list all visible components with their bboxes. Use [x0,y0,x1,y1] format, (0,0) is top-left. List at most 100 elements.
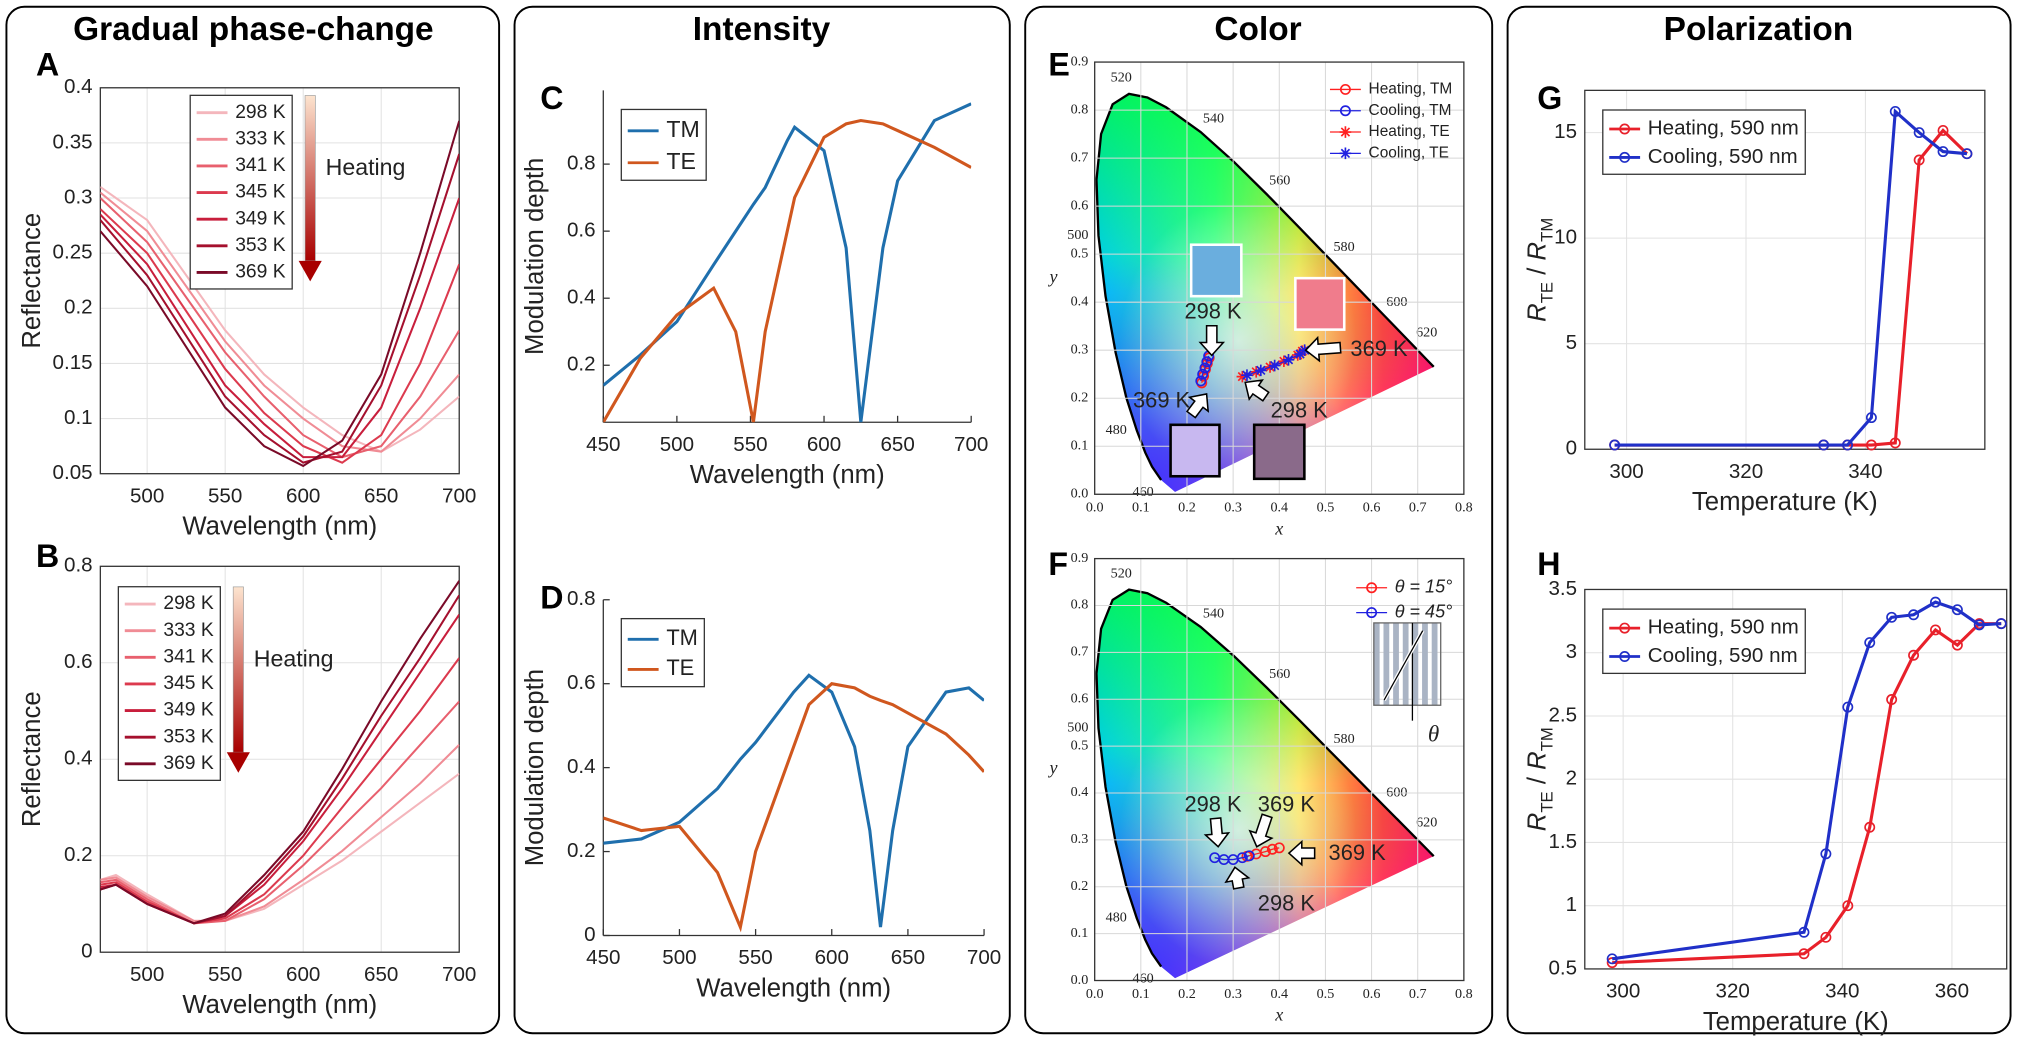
data-point [1798,926,1810,938]
legend-label: θ = 45° [1395,601,1453,621]
plot-frame [99,87,460,475]
panel-label: G [1537,80,1562,116]
y-axis-label-part: TE [1537,791,1556,812]
legend: θ = 15° θ = 45° [1356,576,1452,621]
x-tick-label: 700 [442,963,476,986]
y-tick-label: 0.2 [64,296,93,319]
y-axis-label: Reflectance [18,691,46,827]
data-point [1864,821,1876,833]
y-tick-label: 0.5 [1548,956,1577,979]
locus-label: 520 [1111,70,1132,86]
legend-label: 298 K [235,102,286,123]
data-point [1820,931,1832,943]
section-frame [513,5,1011,1035]
legend: TM TE [620,617,705,688]
legend-label: TE [666,148,696,174]
section-frame [1024,5,1494,1035]
inset-stripe [1422,622,1428,706]
series-line [100,700,460,925]
color-swatch [1189,243,1243,298]
x-axis-label: x [1274,1005,1283,1025]
x-tick-label: 0.2 [1178,500,1196,516]
y-axis-label: y [1048,266,1058,286]
data-point [1842,701,1854,713]
y-axis-label-part: TM [1537,727,1556,751]
y-tick-label: 0.8 [64,554,93,577]
locus-label: 500 [1067,227,1088,243]
legend-label: Cooling, TE [1369,144,1449,161]
color-swatch [1294,276,1346,331]
data-point [1282,354,1295,366]
panel-label: D [540,579,563,615]
x-tick-label: 650 [880,433,914,456]
x-tick-label: 600 [286,484,320,507]
pointer-arrow [1248,813,1274,848]
section-frames [5,5,2012,1035]
locus-label: 580 [1333,731,1354,747]
y-tick-label: 0.8 [1071,597,1089,613]
section-title: Intensity [693,11,831,48]
annotation: 298 K [1184,791,1242,816]
x-tick-label: 550 [733,433,767,456]
heating-arrow [232,586,244,753]
y-tick-label: 10 [1554,226,1577,249]
legend-marker [1339,83,1351,95]
series-line [100,580,460,925]
y-tick-label: 0.3 [64,185,93,208]
data-point [1973,619,1985,631]
panel-label: B [36,538,59,574]
inset-arrow [1383,630,1424,701]
y-tick-label: 0.4 [1071,293,1089,309]
series-line [100,772,460,922]
inset-stripe [1393,622,1399,706]
data-point [1609,439,1621,451]
y-tick-label: 2 [1566,767,1577,790]
panel-label: H [1537,546,1560,582]
data-point [1241,369,1253,381]
series-line [100,197,460,459]
x-tick-label: 0.5 [1317,986,1335,1002]
x-tick-label: 300 [1609,460,1643,483]
locus-label: 520 [1111,565,1132,581]
data-point [1243,850,1255,862]
y-tick-label: 1 [1566,893,1577,916]
legend: Heating, 590 nm Cooling, 590 nm [1602,109,1806,175]
legend-label: 345 K [163,673,214,694]
data-point [1930,624,1941,636]
x-axis-label: Wavelength (nm) [182,513,377,541]
locus-label: 480 [1106,910,1127,926]
legend-label: 333 K [235,128,286,149]
data-point [1886,694,1898,705]
y-axis-label-part: R [1523,303,1551,322]
y-tick-label: 0.9 [1071,550,1089,566]
section-title: Color [1214,11,1301,48]
legend-label: 349 K [163,700,214,721]
legend-box [1602,109,1806,175]
series-line [1612,622,2002,965]
y-axis-label-part: / [1523,260,1551,281]
y-tick-label: 0.4 [64,75,93,98]
y-tick-label: 0.2 [1071,389,1089,405]
panel-label: A [36,47,59,83]
data-point [1798,948,1810,960]
x-tick-label: 550 [738,946,772,969]
annotation: 298 K [1271,398,1329,423]
data-point [1889,106,1901,117]
legend-label: TM [666,116,699,142]
y-tick-label: 0.6 [567,219,596,242]
y-tick-label: 0.25 [53,241,93,264]
chromaticity-fill [1096,93,1434,492]
y-tick-label: 0.2 [567,353,596,376]
y-axis-label-part: R [1523,751,1551,770]
inset-label: θ [1428,721,1439,747]
x-axis-label: Temperature (K) [1703,1008,1889,1036]
data-point [1937,146,1949,158]
data-point [1865,412,1877,424]
y-tick-label: 0.8 [567,152,596,175]
x-tick-label: 650 [891,946,925,969]
y-tick-label: 3.5 [1548,577,1577,600]
y-tick-label: 0.2 [567,839,596,862]
x-tick-label: 550 [208,484,242,507]
pointer-arrow [1185,393,1210,419]
y-axis-label-part: R [1523,242,1551,261]
